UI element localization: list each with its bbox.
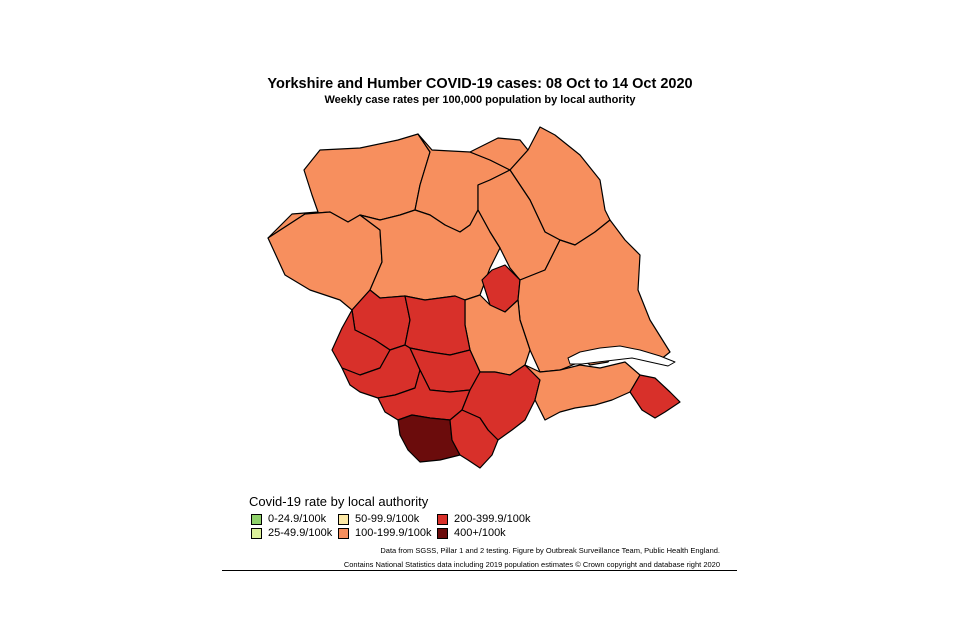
legend-swatch [437,527,448,539]
region-leeds [404,295,471,356]
legend-label: 50-99.9/100k [355,513,420,525]
divider-line [222,570,737,571]
legend-item: 25-49.9/100k [251,527,332,539]
legend-item: 200-399.9/100k [437,513,530,525]
legend-label: 400+/100k [454,527,506,539]
legend-swatch [251,513,262,525]
legend-label: 0-24.9/100k [268,513,327,525]
legend-swatch [338,513,349,525]
map-title: Yorkshire and Humber COVID-19 cases: 08 … [267,76,693,92]
region-harrogate [359,209,501,301]
legend-item: 100-199.9/100k [338,527,431,539]
humber-estuary [567,345,676,367]
legend-label: 200-399.9/100k [454,513,531,525]
legend-title: Covid-19 rate by local authority [249,494,429,509]
region-north-lincolnshire [524,361,641,421]
legend-swatch [437,513,448,525]
legend-label: 25-49.9/100k [268,527,333,539]
legend-swatch [251,527,262,539]
region-rotherham [449,409,499,469]
legend-item: 400+/100k [437,527,506,539]
region-north-east-lincolnshire [629,374,681,419]
copyright-notice: Contains National Statistics data includ… [343,560,720,569]
source-credit: Data from SGSS, Pillar 1 and 2 testing. … [380,546,720,555]
legend-item: 0-24.9/100k [251,513,326,525]
legend-item: 50-99.9/100k [338,513,419,525]
legend-swatch [338,527,349,539]
legend-label: 100-199.9/100k [355,527,432,539]
map-subtitle: Weekly case rates per 100,000 population… [324,94,636,106]
